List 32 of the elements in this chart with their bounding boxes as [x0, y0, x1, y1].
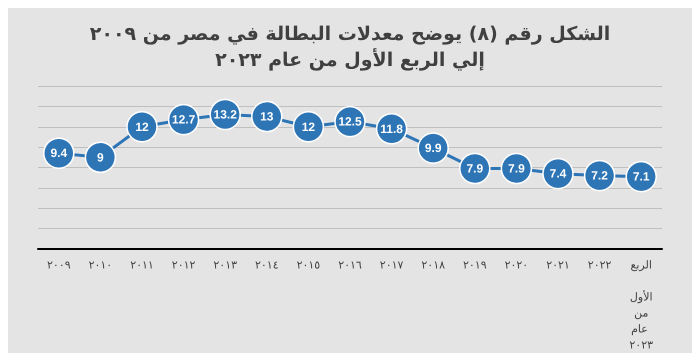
data-label: 13.2 — [214, 108, 238, 122]
x-tick-label: ٢٠١٣ — [213, 258, 238, 272]
x-tick-label: ٢٠١٤ — [254, 258, 279, 272]
data-label: 7.4 — [550, 166, 567, 181]
x-tick-label: ٢٠١٧ — [380, 258, 404, 272]
x-tick-label: ٢٠١٨ — [421, 258, 446, 272]
chart-title: الشكل رقم (٨) يوضح معدلات البطالة في مصر من ٢٠٠٩ إلي الربع الأول من عام ٢٠٢٣ — [90, 23, 610, 71]
data-label: 13 — [260, 110, 274, 124]
x-tick-label: ٢٠٠٩ — [46, 258, 71, 272]
x-tick-label: ٢٠٢١ — [546, 258, 570, 272]
data-label: 12.7 — [172, 112, 196, 127]
data-label: 12 — [135, 120, 149, 134]
x-tick-label: ٢٠١٥ — [296, 258, 320, 272]
data-label: 11.8 — [380, 122, 404, 136]
data-label: 12.5 — [338, 114, 362, 129]
x-tick-label: ٢٠١٩ — [462, 258, 487, 272]
data-label: 9.4 — [50, 146, 68, 160]
data-label: 7.1 — [632, 170, 650, 184]
data-label: 9 — [97, 150, 104, 164]
data-label: 7.2 — [591, 168, 608, 183]
x-tick-label: ٢٠١١ — [130, 258, 154, 272]
x-tick-label: ٢٠٢٠ — [504, 258, 528, 272]
data-label: 9.9 — [424, 141, 442, 156]
data-label: 7.9 — [508, 162, 526, 176]
data-label: 7.9 — [466, 162, 484, 176]
x-tick-label: ٢٠١٠ — [88, 258, 112, 272]
x-tick-label: ٢٠١٢ — [172, 258, 196, 272]
data-label: 12 — [302, 120, 316, 134]
x-tick-label: ٢٠١٦ — [338, 258, 362, 272]
x-tick-label: ٢٠٢٢ — [588, 258, 612, 272]
category-label: الربع الأول من عام ٢٠٢٣ — [629, 258, 654, 352]
point — [84, 142, 116, 174]
